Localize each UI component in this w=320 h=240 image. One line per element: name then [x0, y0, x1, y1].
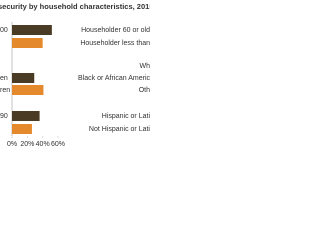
x-tick-label: 40%: [36, 141, 50, 148]
bar: [12, 124, 32, 134]
row-label: Wh: [140, 63, 151, 70]
y-tick-label: ren: [0, 87, 10, 94]
row-label: Oth: [139, 87, 150, 94]
bar: [12, 25, 52, 35]
y-tick-label: 90: [0, 113, 8, 120]
chart: security by household characteristics, 2…: [0, 2, 151, 148]
y-tick-label: en: [0, 75, 8, 82]
row-label: Householder less than: [80, 40, 150, 47]
bar: [12, 38, 43, 48]
row-label: Black or African Americ: [78, 75, 150, 82]
row-label: Householder 60 or old: [81, 27, 150, 34]
x-tick-label: 0%: [7, 141, 17, 148]
page: {"chart_data": {"type": "bar", "orientat…: [0, 1, 151, 148]
chart-title: security by household characteristics, 2…: [0, 2, 150, 11]
bar: [12, 85, 44, 95]
y-tick-label: 00: [0, 27, 8, 34]
row-label: Not Hispanic or Lati: [89, 126, 150, 133]
row-label: Hispanic or Lati: [102, 113, 150, 120]
bar: [12, 111, 40, 121]
x-tick-label: 20%: [20, 141, 34, 148]
bar: [12, 73, 35, 83]
x-tick-label: 60%: [51, 141, 65, 148]
